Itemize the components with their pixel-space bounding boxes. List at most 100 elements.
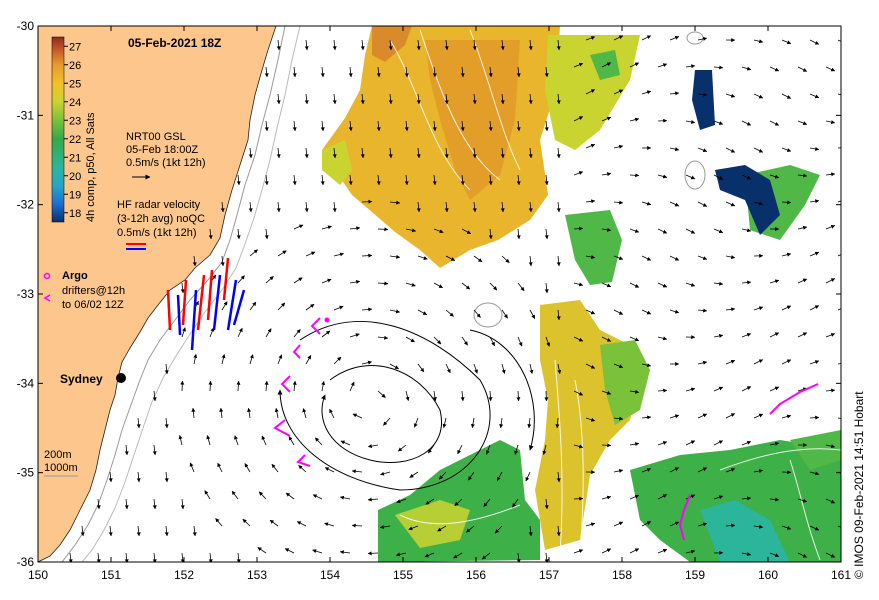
velocity-vector [124,444,129,456]
velocity-vector [669,36,680,41]
velocity-vector [408,525,419,531]
velocity-vector [556,255,561,267]
lat-tick-label: -30 [17,19,35,33]
velocity-vector [468,471,475,481]
velocity-vector [544,498,549,510]
velocity-vector [516,66,521,78]
velocity-vector [305,251,316,257]
velocity-vector [460,174,465,186]
velocity-vector [360,147,365,159]
velocity-vector [215,518,223,527]
velocity-vector [613,144,624,149]
velocity-vector [293,277,303,284]
velocity-vector [713,495,724,500]
velocity-vector [274,407,279,419]
velocity-vector [556,147,561,159]
velocity-vector [556,525,561,537]
velocity-vector [292,120,297,132]
velocity-vector [528,255,533,267]
velocity-vector [809,93,820,99]
velocity-vector [321,278,332,284]
velocity-vector [657,494,668,500]
velocity-vector [713,440,724,446]
velocity-vector [473,363,478,374]
legend: NRT00 GSL 05-Feb 18:00Z 0.5m/s (1kt 12h)… [43,131,205,311]
velocity-vector [424,552,435,558]
velocity-vector [573,282,584,287]
hf-vector [176,294,182,336]
velocity-vector [466,525,475,533]
velocity-vector [472,147,477,159]
velocity-vector [332,39,337,51]
velocity-vector [348,66,353,78]
sst-patch-green-east [565,210,622,285]
sst-patch-dark-blue-1 [692,70,715,130]
velocity-vector [741,174,752,180]
velocity-vector [264,228,269,240]
velocity-vector [276,93,281,105]
velocity-vector [164,471,169,483]
velocity-vector [383,417,391,426]
velocity-vector [641,35,652,41]
velocity-vector [781,147,792,152]
velocity-vector [320,66,325,78]
velocity-vector [432,120,437,132]
velocity-vector [629,117,640,122]
lon-tick-label: 160 [758,568,778,582]
velocity-vector [629,228,640,233]
velocity-vector [809,360,820,365]
velocity-vector [304,147,309,159]
velocity-vector [641,363,652,368]
velocity-vector [556,471,561,483]
velocity-vector [496,471,503,482]
sst-patch-central-yellow [535,300,640,550]
velocity-vector [416,147,421,159]
velocity-vector [333,356,342,365]
velocity-vector [769,332,780,338]
velocity-vector [512,498,519,508]
velocity-vector [753,93,764,99]
velocity-vector [68,552,73,562]
velocity-vector [292,380,297,392]
velocity-vector [445,363,451,374]
velocity-vector [181,327,186,338]
velocity-vector [697,360,708,365]
velocity-vector [248,147,253,159]
legend-argo-icon [43,272,51,280]
velocity-vector [470,417,475,429]
velocity-vector [265,276,274,284]
velocity-vector [405,228,417,233]
velocity-vector [713,281,724,286]
velocity-vector [236,380,241,392]
drifter-track [678,494,691,541]
velocity-vector [473,309,481,318]
hf-vector [181,279,188,326]
velocity-vector [555,417,560,429]
velocity-vector [220,255,225,267]
velocity-vector [525,471,531,482]
velocity-vector [349,381,355,392]
velocity-vector [657,228,668,234]
velocity-vector [501,255,510,263]
colorbar: 27 26 25 24 23 22 21 20 19 18 4h comp, p50, All S… [51,36,97,223]
sst-patch-north-edge [322,140,352,185]
legend-hf-sub: (3-12h avg) noQC [117,213,205,225]
sst-patch-northeast [545,35,640,150]
velocity-vector [405,390,410,401]
velocity-vector [208,380,213,392]
velocity-vector [445,309,454,317]
velocity-vector [601,227,612,232]
velocity-vector [527,417,532,429]
velocity-vector [340,440,351,446]
velocity-vector [352,413,363,419]
velocity-vector [517,282,525,292]
velocity-vector [641,521,652,527]
velocity-vector [669,414,680,419]
velocity-vector [460,390,465,402]
velocity-vector [264,120,269,132]
velocity-vector [320,120,325,132]
lon-tick-label: 154 [320,568,340,582]
velocity-vector [781,200,792,205]
velocity-vector [528,525,533,537]
velocity-vector [781,252,792,257]
